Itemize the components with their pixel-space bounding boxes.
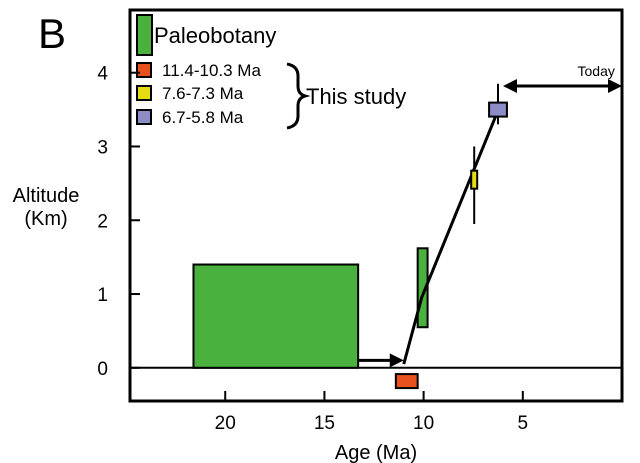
legend-label-item-1: 11.4-10.3 Ma [162,61,261,80]
legend-swatch-item-2 [136,85,152,101]
today-label: Today [578,63,615,79]
legend-swatch-item-3 [136,109,152,125]
legend-label-item-2: 7.6-7.3 Ma [162,84,244,103]
y-axis-title-line-1: Altitude [13,185,80,207]
legend-swatch-item-1 [136,62,152,78]
study-point [470,169,479,190]
x-axis-title: Age (Ma) [335,442,417,463]
y-tick-label: 3 [97,137,108,158]
y-tick-label: 2 [97,211,108,232]
legend-brace [286,62,311,130]
legend-label-paleobotany: Paleobotany [154,23,276,48]
paleobotany-bar [192,263,360,369]
today-arrow-head-right [608,78,622,93]
x-tick-label: 10 [413,413,434,434]
y-axis-title-line-2: (Km) [24,208,67,230]
paleobotany-bar [416,247,429,329]
x-tick-label: 15 [314,413,335,434]
panel-label: B [38,10,66,57]
legend-group-label: This study [306,84,406,109]
study-point [394,373,419,390]
legend-swatch-paleobotany [136,14,153,56]
y-tick-label: 4 [97,64,108,85]
study-point [488,101,508,118]
x-tick-label: 5 [518,413,529,434]
today-arrow-head-left [502,78,517,93]
marks-layer: Today [192,63,622,390]
arrow-to-trend-head [389,353,404,368]
x-tick-label: 20 [215,413,236,434]
legend: Paleobotany 11.4-10.3 Ma 7.6-7.3 Ma 6.7-… [136,14,406,130]
plot-frame [128,8,624,403]
ticks-layer: 0 1 2 3 4 20 15 10 5 [97,64,528,434]
y-tick-label: 0 [97,359,108,380]
y-tick-label: 1 [97,285,108,306]
legend-label-item-3: 6.7-5.8 Ma [162,108,244,127]
